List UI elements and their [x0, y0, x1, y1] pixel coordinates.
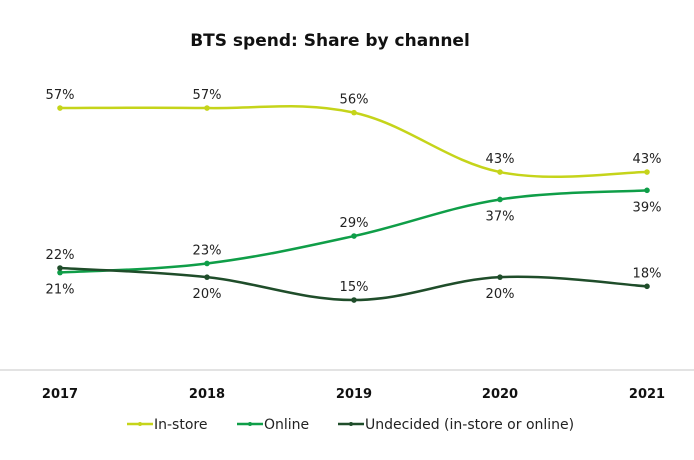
data-label-in-store: 57% [193, 88, 222, 103]
series-layer [57, 105, 650, 303]
legend-marker [248, 422, 252, 426]
x-tick-label: 2020 [482, 387, 518, 402]
data-point-in-store [57, 105, 63, 111]
data-label-in-store: 43% [633, 152, 662, 167]
data-point-undecided [351, 297, 357, 303]
x-tick-label: 2019 [336, 387, 372, 402]
legend-item-in-store: In-store [127, 417, 207, 433]
legend-marker [138, 422, 142, 426]
data-label-in-store: 56% [340, 93, 369, 108]
data-label-undecided: 22% [46, 248, 75, 263]
x-tick-label: 2018 [189, 387, 225, 402]
data-label-online: 37% [486, 209, 515, 224]
data-label-online: 21% [46, 283, 75, 298]
data-point-in-store [644, 169, 650, 175]
data-point-online [644, 187, 650, 194]
data-labels: 57% 57% 56% 43% 43% 21% 23% 29% 37% 39% 22% 20% 15% 2… [46, 88, 662, 302]
data-point-undecided [204, 274, 210, 280]
chart-title: BTS spend: Share by channel [190, 31, 470, 51]
data-point-online [497, 196, 503, 203]
data-point-online [204, 260, 210, 267]
data-label-online: 39% [633, 200, 662, 215]
data-point-undecided [644, 283, 650, 290]
data-label-in-store: 57% [46, 88, 75, 103]
data-label-undecided: 15% [340, 280, 369, 295]
data-point-in-store [351, 109, 357, 116]
x-tick-label: 2021 [629, 387, 665, 402]
data-point-undecided [57, 265, 63, 271]
data-point-undecided [497, 274, 503, 280]
data-label-in-store: 43% [486, 152, 515, 167]
data-label-online: 23% [193, 243, 222, 258]
legend-item-undecided: Undecided (in-store or online) [338, 417, 574, 433]
data-point-in-store [204, 105, 210, 111]
legend-label: Online [264, 417, 309, 433]
data-label-undecided: 20% [486, 287, 515, 302]
data-point-in-store [497, 169, 503, 175]
legend-item-online: Online [237, 417, 309, 433]
data-label-online: 29% [340, 216, 369, 231]
series-line-in-store [59, 105, 648, 179]
x-tick-label: 2017 [42, 387, 78, 402]
series-line-online [59, 189, 648, 274]
legend-label: Undecided (in-store or online) [365, 417, 574, 433]
data-label-undecided: 20% [193, 287, 222, 302]
legend-marker [349, 422, 353, 426]
x-axis-ticks: 2017 2018 2019 2020 2021 [42, 387, 665, 402]
legend-label: In-store [154, 417, 207, 433]
data-point-online [57, 269, 63, 276]
data-point-online [351, 233, 357, 239]
legend: In-store Online Undecided (in-store or onl… [127, 417, 574, 433]
data-label-undecided: 18% [633, 266, 662, 281]
